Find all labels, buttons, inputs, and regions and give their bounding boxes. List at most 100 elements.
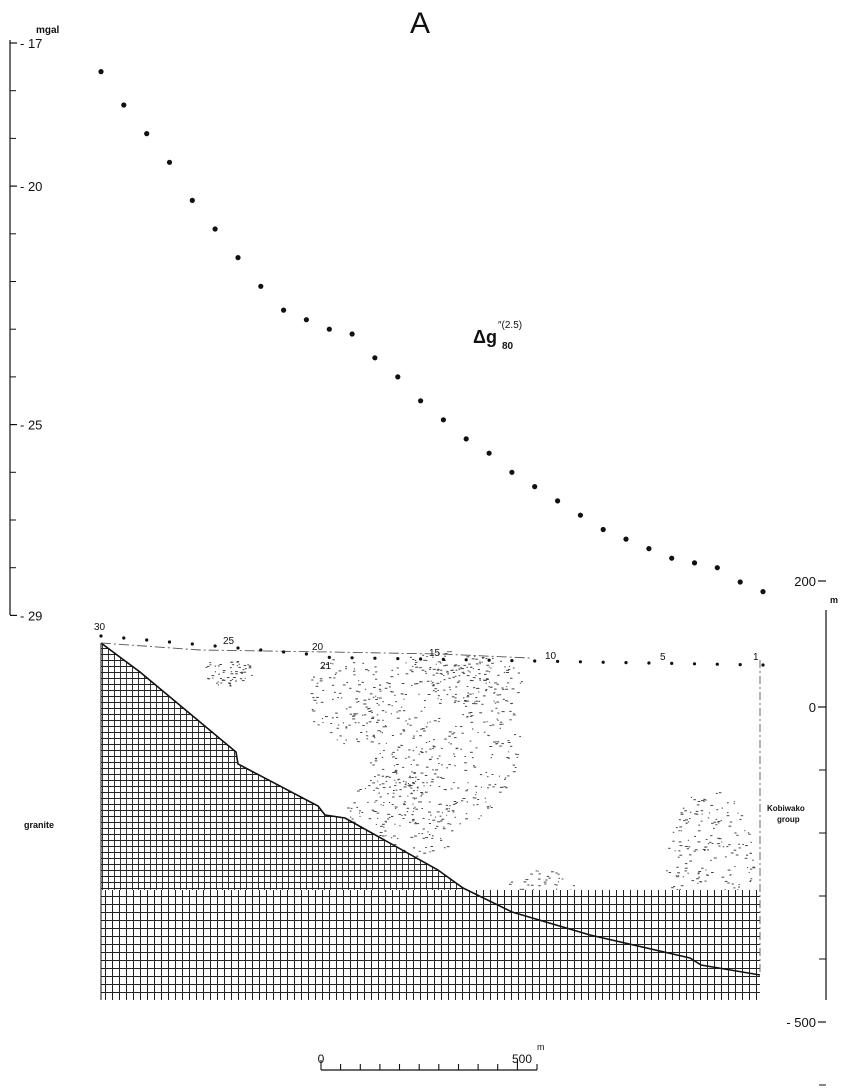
station-dot-25 — [213, 644, 217, 648]
stipple-speck — [457, 700, 460, 702]
stipple-speck — [687, 839, 689, 841]
stipple-speck — [715, 824, 718, 826]
stipple-speck — [469, 715, 472, 717]
station-dot-23 — [259, 648, 263, 652]
surface-line — [100, 642, 531, 659]
gravity-points — [98, 69, 766, 595]
stipple-speck — [448, 735, 451, 737]
stipple-speck — [414, 798, 416, 800]
stipple-speck — [311, 709, 314, 711]
stipple-speck — [217, 684, 220, 686]
stipple-speck — [517, 672, 520, 674]
stipple-speck — [452, 811, 455, 813]
stipple-speck — [450, 669, 454, 671]
stipple-speck — [727, 882, 730, 884]
stipple-speck — [392, 772, 395, 773]
stipple-speck — [313, 721, 316, 723]
stipple-speck — [497, 719, 499, 721]
stipple-speck — [448, 764, 451, 766]
stipple-speck — [212, 677, 214, 679]
stipple-speck — [415, 666, 419, 668]
stipple-speck — [498, 674, 500, 676]
stipple-speck — [441, 812, 443, 814]
stipple-speck — [242, 680, 245, 682]
stipple-speck — [451, 810, 455, 812]
stipple-speck — [432, 684, 435, 686]
stipple-speck — [356, 701, 358, 703]
stipple-speck — [426, 680, 430, 682]
stipple-speck — [407, 756, 411, 758]
stipple-speck — [503, 671, 506, 673]
station-dot-12 — [510, 659, 514, 663]
stipple-speck — [496, 741, 500, 743]
stipple-speck — [517, 692, 520, 694]
stipple-speck — [729, 821, 733, 823]
stipple-speck — [677, 856, 680, 858]
gravity-tick-label: - 17 — [20, 36, 42, 51]
gravity-point-30 — [98, 69, 104, 75]
stipple-speck — [446, 671, 449, 673]
stipple-speck — [512, 667, 515, 669]
stipple-speck — [357, 741, 360, 743]
stipple-speck — [359, 810, 361, 812]
stipple-speck — [551, 871, 554, 873]
stipple-speck — [432, 835, 434, 837]
stipple-speck — [467, 695, 469, 697]
stipple-speck — [393, 790, 395, 791]
stipple-speck — [411, 771, 413, 773]
stipple-speck — [370, 710, 373, 712]
stipple-speck — [750, 868, 753, 870]
stipple-speck — [678, 830, 680, 832]
station-label-15: 15 — [429, 648, 441, 659]
stipple-speck — [370, 779, 372, 781]
stipple-speck — [432, 668, 436, 670]
stipple-speck — [496, 694, 500, 696]
stipple-speck — [482, 695, 486, 697]
stipple-speck — [695, 813, 699, 815]
stipple-speck — [382, 726, 386, 728]
stipple-speck — [711, 872, 714, 873]
stipple-speck — [722, 846, 725, 848]
stipple-speck — [473, 804, 475, 806]
stipple-speck — [432, 745, 435, 747]
stipple-speck — [411, 777, 414, 778]
stipple-speck — [379, 784, 381, 786]
stipple-speck — [440, 699, 442, 701]
stipple-speck — [721, 841, 723, 843]
stipple-speck — [478, 818, 480, 820]
stipple-speck — [345, 708, 348, 710]
stipple-speck — [729, 874, 732, 876]
stipple-speck — [727, 812, 729, 814]
stipple-speck — [733, 803, 735, 805]
stipple-speck — [507, 757, 510, 759]
stipple-speck — [392, 751, 395, 753]
stipple-speck — [415, 797, 417, 799]
gravity-y-axis: - 17 - 20 - 25 - 29 mgal — [9, 25, 60, 623]
figure-title: A — [410, 7, 430, 40]
stipple-speck — [502, 786, 504, 788]
stipple-speck — [343, 743, 345, 745]
stipple-speck — [491, 657, 494, 659]
stipple-speck — [682, 876, 684, 878]
stipple-speck — [342, 684, 346, 686]
stipple-speck — [380, 731, 382, 733]
stipple-speck — [243, 671, 247, 673]
stipple-speck — [310, 693, 314, 695]
stipple-speck — [485, 657, 488, 659]
stipple-speck — [409, 775, 411, 777]
stipple-speck — [381, 835, 385, 837]
stipple-speck — [231, 678, 234, 680]
stipple-speck — [430, 781, 434, 783]
stipple-speck — [705, 869, 707, 871]
stipple-speck — [747, 832, 750, 834]
station-dot-10 — [556, 659, 560, 664]
stipple-speck — [345, 727, 348, 729]
stipple-speck — [387, 818, 390, 820]
stipple-speck — [419, 801, 422, 803]
stipple-speck — [413, 772, 416, 774]
stipple-speck — [385, 711, 387, 713]
stipple-speck — [350, 807, 353, 809]
stipple-speck — [432, 685, 435, 687]
stipple-speck — [454, 693, 457, 695]
stipple-speck — [441, 673, 443, 675]
